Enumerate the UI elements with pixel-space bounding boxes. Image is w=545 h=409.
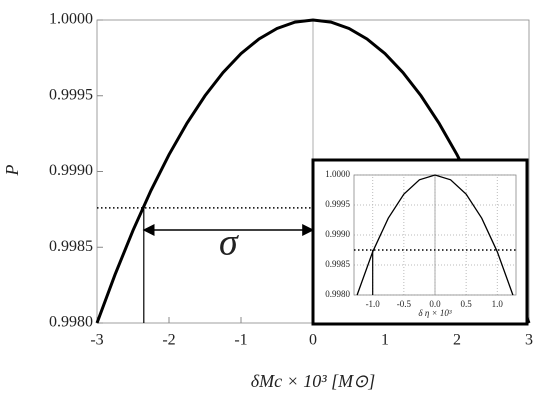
x-axis-label: δ η × 10³ <box>418 308 451 318</box>
y-tick-label: 0.9995 <box>325 199 350 209</box>
y-tick-label: 0.9995 <box>49 86 93 103</box>
x-tick-label: 1 <box>381 331 389 348</box>
data-line <box>95 18 531 324</box>
x-tick-label: -3 <box>90 331 103 348</box>
y-tick-label: 0.9985 <box>49 238 93 255</box>
x-tick-label: 2 <box>453 331 461 348</box>
x-tick-label: 0 <box>309 331 317 348</box>
x-tick-label: -2 <box>162 331 175 348</box>
y-tick-label: 0.9990 <box>49 162 93 179</box>
y-tick-label: 0.9980 <box>325 289 350 299</box>
x-tick-label: 0.0 <box>429 299 441 309</box>
x-tick-label: -0.5 <box>397 299 412 309</box>
x-tick-label: -1 <box>234 331 247 348</box>
y-tick-label: 0.9990 <box>325 229 350 239</box>
y-tick-label: 0.9985 <box>325 259 350 269</box>
y-tick-label: 1.0000 <box>325 169 350 179</box>
x-axis-label: δMc × 10³ [M⊙] <box>251 371 375 391</box>
inset-box <box>311 158 529 326</box>
x-tick-label: 1.0 <box>492 299 504 309</box>
sigma-label: σ <box>219 222 239 264</box>
x-tick-label: -1.0 <box>366 299 381 309</box>
x-tick-label: 3 <box>525 331 533 348</box>
data-line <box>356 174 514 296</box>
y-axis-label: P <box>2 165 22 177</box>
y-tick-label: 0.9980 <box>49 314 93 331</box>
x-tick-label: 0.5 <box>461 299 473 309</box>
y-tick-label: 1.0000 <box>49 11 93 28</box>
